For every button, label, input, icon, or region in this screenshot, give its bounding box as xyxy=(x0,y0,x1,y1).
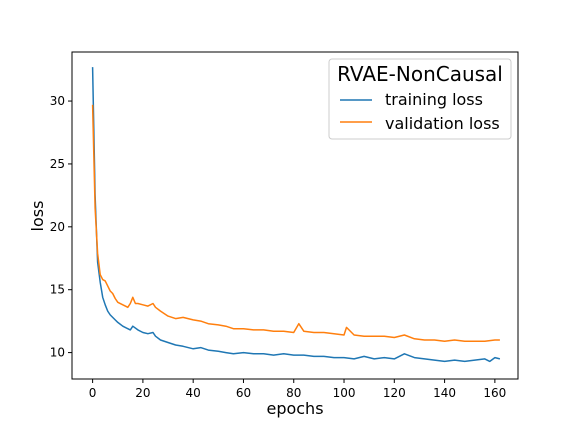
x-tick-label: 140 xyxy=(433,386,456,400)
plot-frame xyxy=(71,51,519,380)
x-tick-label: 40 xyxy=(186,386,201,400)
y-tick-label: 25 xyxy=(50,157,65,171)
x-tick-label: 20 xyxy=(135,386,150,400)
series-line-validation-loss xyxy=(91,104,500,343)
x-tick-label: 80 xyxy=(286,386,301,400)
y-tick-label: 30 xyxy=(50,94,65,108)
x-tick-label: 100 xyxy=(333,386,356,400)
x-tick-label: 160 xyxy=(483,386,506,400)
series-line-training-loss xyxy=(91,67,501,363)
legend-label-training-loss: training loss xyxy=(385,90,483,109)
y-tick-label: 20 xyxy=(50,220,65,234)
legend-label-validation-loss: validation loss xyxy=(385,114,500,133)
y-axis-label: loss xyxy=(28,201,47,232)
y-tick-label: 15 xyxy=(50,283,65,297)
x-axis: 0 20 40 60 80 100 120 140 160 xyxy=(89,379,506,400)
legend-title: RVAE-NonCausal xyxy=(337,62,503,86)
x-tick-label: 120 xyxy=(383,386,406,400)
y-tick-label: 10 xyxy=(50,346,65,360)
x-axis-label: epochs xyxy=(266,399,323,418)
x-tick-label: 0 xyxy=(89,386,97,400)
x-tick-label: 60 xyxy=(236,386,251,400)
plot-area xyxy=(91,67,501,363)
legend: RVAE-NonCausal training loss validation … xyxy=(328,58,512,140)
y-axis: 10 15 20 25 30 xyxy=(50,94,72,360)
legend-box xyxy=(328,58,512,140)
